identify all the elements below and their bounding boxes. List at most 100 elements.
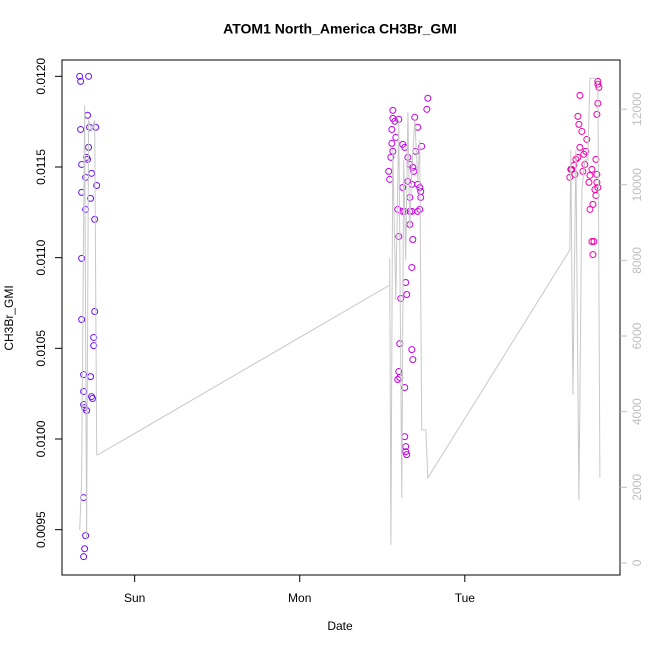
y-tick-label: 0.0110 <box>34 239 48 275</box>
y2-tick-label: 2000 <box>630 474 644 501</box>
point <box>404 153 412 161</box>
x-tick-label: Tue <box>455 591 476 605</box>
point <box>414 207 422 215</box>
point <box>78 315 86 323</box>
point <box>83 407 91 415</box>
point <box>576 91 584 99</box>
point <box>80 494 88 502</box>
point <box>588 238 596 246</box>
point <box>90 333 98 341</box>
point <box>80 371 88 379</box>
point <box>80 553 88 561</box>
point <box>586 171 594 179</box>
point <box>409 356 417 364</box>
point <box>391 117 399 125</box>
point <box>90 342 98 350</box>
point <box>579 167 587 175</box>
point <box>575 120 583 128</box>
x-tick-label: Mon <box>288 591 311 605</box>
point <box>571 170 579 178</box>
point <box>388 139 396 147</box>
point <box>583 135 591 143</box>
point <box>401 383 409 391</box>
point <box>78 254 86 262</box>
point <box>85 72 93 80</box>
point <box>388 125 396 133</box>
point <box>588 165 596 173</box>
point <box>409 163 417 171</box>
point <box>586 205 594 213</box>
point <box>423 105 431 113</box>
point <box>593 170 601 178</box>
point <box>87 194 95 202</box>
point <box>89 395 97 403</box>
point <box>387 153 395 161</box>
point <box>402 448 410 456</box>
point <box>80 401 88 409</box>
y-tick-label: 0.0105 <box>34 330 48 367</box>
point <box>385 167 393 175</box>
point <box>403 451 411 459</box>
point <box>594 183 602 191</box>
point <box>593 110 601 118</box>
y2-tick-label: 0 <box>630 559 644 566</box>
point <box>574 112 582 120</box>
point <box>402 443 410 451</box>
point <box>408 346 416 354</box>
point <box>80 387 88 395</box>
point <box>397 294 405 302</box>
x-tick-label: Sun <box>124 591 145 605</box>
point <box>408 263 416 271</box>
point <box>77 77 85 85</box>
point <box>392 133 400 141</box>
point <box>389 106 397 114</box>
point <box>418 142 426 150</box>
point <box>411 113 419 121</box>
chart-title: ATOM1 North_America CH3Br_GMI <box>223 21 457 37</box>
y2-tick-label: 12000 <box>630 92 644 126</box>
y2-tick-label: 10000 <box>630 168 644 202</box>
y-tick-label: 0.0095 <box>34 511 48 548</box>
point <box>87 373 95 381</box>
point <box>585 178 593 186</box>
point <box>590 238 598 246</box>
point <box>76 72 84 80</box>
point <box>406 193 414 201</box>
point <box>410 167 418 175</box>
point <box>403 290 411 298</box>
point <box>417 193 425 201</box>
point <box>82 532 90 540</box>
point <box>576 143 584 151</box>
y-tick-label: 0.0100 <box>34 420 48 457</box>
point <box>566 173 574 181</box>
y-axis-title: CH3Br_GMI <box>2 285 16 350</box>
point <box>593 178 601 186</box>
point <box>88 169 96 177</box>
point <box>589 251 597 259</box>
altitude-line <box>79 77 601 545</box>
point <box>574 153 582 161</box>
point <box>77 125 85 133</box>
point <box>91 308 99 316</box>
point <box>84 111 92 119</box>
point <box>417 187 425 195</box>
y2-tick-label: 4000 <box>630 398 644 425</box>
x-axis-title: Date <box>327 619 353 633</box>
y2-tick-label: 6000 <box>630 322 644 349</box>
y-tick-label: 0.0120 <box>34 58 48 95</box>
y2-tick-label: 8000 <box>630 247 644 274</box>
point <box>396 340 404 348</box>
point <box>409 236 417 244</box>
point <box>582 147 590 155</box>
point <box>83 153 91 161</box>
point <box>395 232 403 240</box>
point <box>424 94 432 102</box>
point <box>399 183 407 191</box>
y-tick-label: 0.0115 <box>34 149 48 185</box>
plot-frame <box>61 59 621 576</box>
point <box>93 181 101 189</box>
point <box>81 545 89 553</box>
point <box>402 279 410 287</box>
point <box>404 177 412 185</box>
